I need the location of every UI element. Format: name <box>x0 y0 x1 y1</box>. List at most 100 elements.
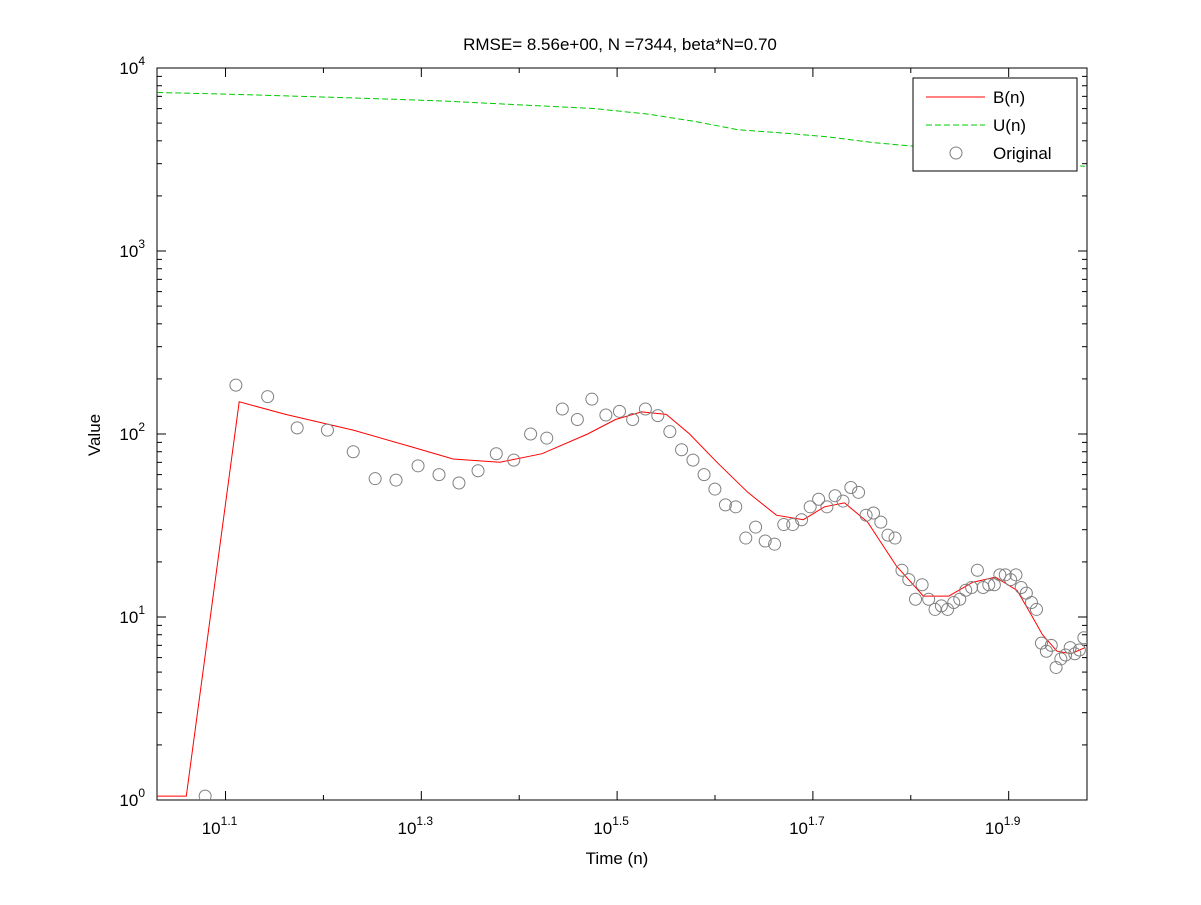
data-point-original <box>638 402 652 416</box>
data-point-original <box>859 508 873 522</box>
legend-label: U(n) <box>993 116 1026 135</box>
data-point-original <box>389 473 403 487</box>
data-point-original <box>686 453 700 467</box>
data-point-original <box>1072 643 1086 657</box>
data-point-original <box>1049 660 1063 674</box>
data-point-original <box>922 592 936 606</box>
data-point-original <box>915 578 929 592</box>
y-tick-exponent: 4 <box>138 54 145 68</box>
data-point-original <box>902 573 916 587</box>
data-point-original <box>803 500 817 514</box>
data-point-original <box>507 453 521 467</box>
data-point-original <box>1029 602 1043 616</box>
x-tick-exponent: 1.7 <box>808 814 825 828</box>
legend[interactable]: B(n) U(n) Original <box>912 77 1078 172</box>
data-point-original <box>758 534 772 548</box>
data-point-original <box>934 599 948 613</box>
data-point-original <box>675 443 689 457</box>
data-point-original <box>1009 568 1023 582</box>
data-point-original <box>874 515 888 529</box>
data-point-original <box>881 528 895 542</box>
series-layer <box>157 92 1087 800</box>
data-point-original <box>777 518 791 532</box>
data-point-original <box>987 578 1001 592</box>
data-point-original <box>555 402 569 416</box>
data-point-original <box>718 498 732 512</box>
data-point-original <box>570 413 584 427</box>
x-axis-label: Time (n) <box>586 849 649 868</box>
y-tick-exponent: 1 <box>138 603 145 617</box>
data-point-original <box>959 583 973 597</box>
x-tick-exponent: 1.3 <box>416 814 433 828</box>
series-line-un <box>157 92 1085 167</box>
data-point-original <box>729 500 743 514</box>
data-point-original <box>229 378 243 392</box>
legend-box <box>912 77 1078 172</box>
data-point-original <box>585 392 599 406</box>
data-point-original <box>320 423 334 437</box>
data-point-original <box>768 537 782 551</box>
data-point-original <box>820 500 834 514</box>
data-point-original <box>970 563 984 577</box>
data-point-original <box>1068 647 1082 661</box>
y-tick-exponent: 3 <box>138 237 145 251</box>
data-point-original <box>953 592 967 606</box>
y-tick-exponent: 0 <box>138 786 145 800</box>
x-tick-exponent: 1.5 <box>612 814 629 828</box>
data-point-original <box>888 531 902 545</box>
data-point-original <box>651 409 665 423</box>
legend-label: Original <box>993 144 1052 163</box>
data-point-original <box>909 592 923 606</box>
data-point-original <box>290 421 304 435</box>
data-point-original <box>524 427 538 441</box>
data-point-original <box>261 390 275 404</box>
data-point-original <box>612 404 626 418</box>
data-point-original <box>1004 573 1018 587</box>
x-tick-label: 101.1 <box>202 814 238 838</box>
data-point-original <box>708 482 722 496</box>
data-point-original <box>739 531 753 545</box>
data-point-original <box>795 513 809 527</box>
data-point-original <box>1044 638 1058 652</box>
data-point-original <box>844 481 858 495</box>
data-point-original <box>928 602 942 616</box>
y-tick-exponent: 2 <box>138 420 145 434</box>
data-point-original <box>867 506 881 520</box>
data-point-original <box>697 468 711 482</box>
chart-title: RMSE= 8.56e+00, N =7344, beta*N=0.70 <box>463 35 777 54</box>
data-point-original <box>198 789 212 800</box>
data-point-original <box>998 568 1012 582</box>
data-point-original <box>1077 631 1087 645</box>
data-point-original <box>1024 596 1038 610</box>
data-point-original <box>411 459 425 473</box>
data-point-original <box>1034 636 1048 650</box>
data-point-original <box>812 492 826 506</box>
data-point-original <box>895 563 909 577</box>
data-point-original <box>1059 648 1073 662</box>
data-point-original <box>663 425 677 439</box>
data-point-original <box>947 596 961 610</box>
data-point-original <box>452 476 466 490</box>
data-point-original <box>749 520 763 534</box>
series-line-bn <box>157 401 1086 797</box>
data-point-original <box>471 464 485 478</box>
data-point-original <box>836 494 850 508</box>
data-point-original <box>346 445 360 459</box>
y-axis-label: Value <box>85 414 104 456</box>
data-point-original <box>489 447 503 461</box>
data-point-original <box>599 408 613 422</box>
data-point-original <box>852 485 866 499</box>
x-tick-exponent: 1.1 <box>221 814 238 828</box>
data-point-original <box>626 413 640 427</box>
data-point-original <box>540 431 554 445</box>
data-point-original <box>432 468 446 482</box>
data-point-original <box>993 568 1007 582</box>
x-tick-exponent: 1.9 <box>1004 814 1021 828</box>
data-point-original <box>1054 652 1068 666</box>
legend-label: B(n) <box>993 88 1025 107</box>
data-point-original <box>368 472 382 486</box>
legend-marker <box>949 146 963 160</box>
data-point-original <box>982 578 996 592</box>
